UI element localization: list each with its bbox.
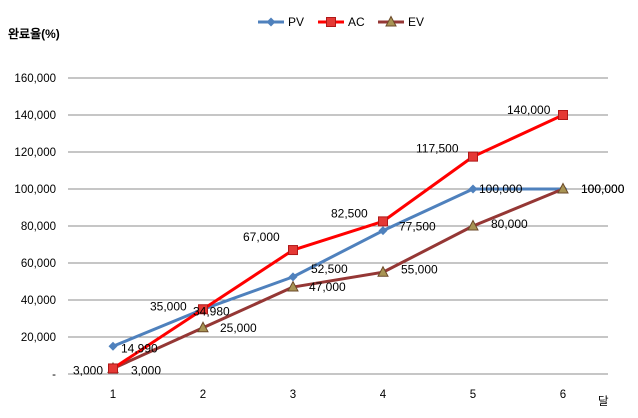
point-pv <box>288 272 298 282</box>
x-tick-label: 5 <box>470 389 476 401</box>
data-label-ev: 3,000 <box>131 363 161 377</box>
point-ev <box>287 280 299 292</box>
data-label-pv: 100,000 <box>479 182 523 196</box>
y-tick-label: 80,000 <box>21 221 56 233</box>
data-label-ev: 25,000 <box>220 321 257 335</box>
legend-marker <box>385 15 397 27</box>
x-tick-label: 1 <box>110 389 116 401</box>
data-label-ac: 117,500 <box>416 142 459 156</box>
point-ac <box>288 245 298 256</box>
y-axis-title: 완료율(%) <box>8 27 60 41</box>
gridlines <box>68 77 608 338</box>
point-ac <box>558 110 568 120</box>
x-tick-label: 3 <box>290 389 296 401</box>
data-label-ac: 3,000 <box>73 363 103 377</box>
data-label-ac: 35,000 <box>150 299 187 313</box>
y-tick-label: 60,000 <box>21 258 56 270</box>
series-line-ev <box>112 187 564 370</box>
series-line-ac <box>112 113 564 370</box>
y-tick-label: 140,000 <box>14 110 56 122</box>
series-line-pv <box>112 187 563 348</box>
point-ev <box>377 265 389 277</box>
y-tick-label: 120,000 <box>14 147 56 159</box>
point-ev <box>557 182 569 194</box>
x-tick-labels: 1 2 3 4 5 6 <box>110 389 566 401</box>
data-label-ac: 140,000 <box>507 103 551 117</box>
point-ac <box>378 216 388 227</box>
legend-marker <box>266 17 276 27</box>
data-label-ac: 82,500 <box>331 206 368 220</box>
legend-label-pv: PV <box>288 15 304 29</box>
x-tick-label: 4 <box>380 389 387 401</box>
series-lines <box>112 113 564 370</box>
data-label-ev: 47,000 <box>309 280 346 294</box>
point-ac <box>468 151 478 162</box>
legend-marker <box>326 17 336 27</box>
point-pv <box>378 226 388 236</box>
y-tick-label: 160,000 <box>14 73 56 85</box>
y-tick-label: 40,000 <box>21 295 56 307</box>
legend-label-ac: AC <box>348 15 365 29</box>
data-label-pv: 34,980 <box>193 304 230 318</box>
data-labels: 14,990 34,980 52,500 77,500 100,000 100,000 3,… <box>73 103 625 377</box>
point-ev <box>197 321 209 333</box>
series-markers <box>107 110 569 374</box>
point-ac <box>108 363 118 374</box>
point-ac <box>198 304 208 315</box>
legend: PV AC EV <box>258 15 424 29</box>
point-pv <box>468 184 478 194</box>
point-pv <box>108 341 118 351</box>
data-label-pv: 100,000 <box>581 182 625 196</box>
y-tick-labels: - 20,000 40,000 60,000 80,000 100,000 120,000 1… <box>14 73 56 381</box>
data-label-ev: 100,000 <box>581 182 625 196</box>
point-ev <box>467 219 479 231</box>
y-tick-label: 20,000 <box>21 332 56 344</box>
data-label-ac: 67,000 <box>243 230 280 244</box>
y-tick-label: - <box>52 369 56 381</box>
data-label-pv: 14,990 <box>121 341 158 355</box>
data-label-ev: 55,000 <box>401 262 438 276</box>
legend-label-ev: EV <box>408 15 424 29</box>
x-tick-label: 2 <box>200 389 206 401</box>
x-tick-label: 6 <box>560 389 566 401</box>
x-axis-title: 달 <box>598 394 609 408</box>
data-label-ev: 80,000 <box>491 217 528 231</box>
y-tick-label: 100,000 <box>14 184 56 196</box>
data-label-pv: 77,500 <box>399 220 436 234</box>
data-label-pv: 52,500 <box>311 262 348 276</box>
